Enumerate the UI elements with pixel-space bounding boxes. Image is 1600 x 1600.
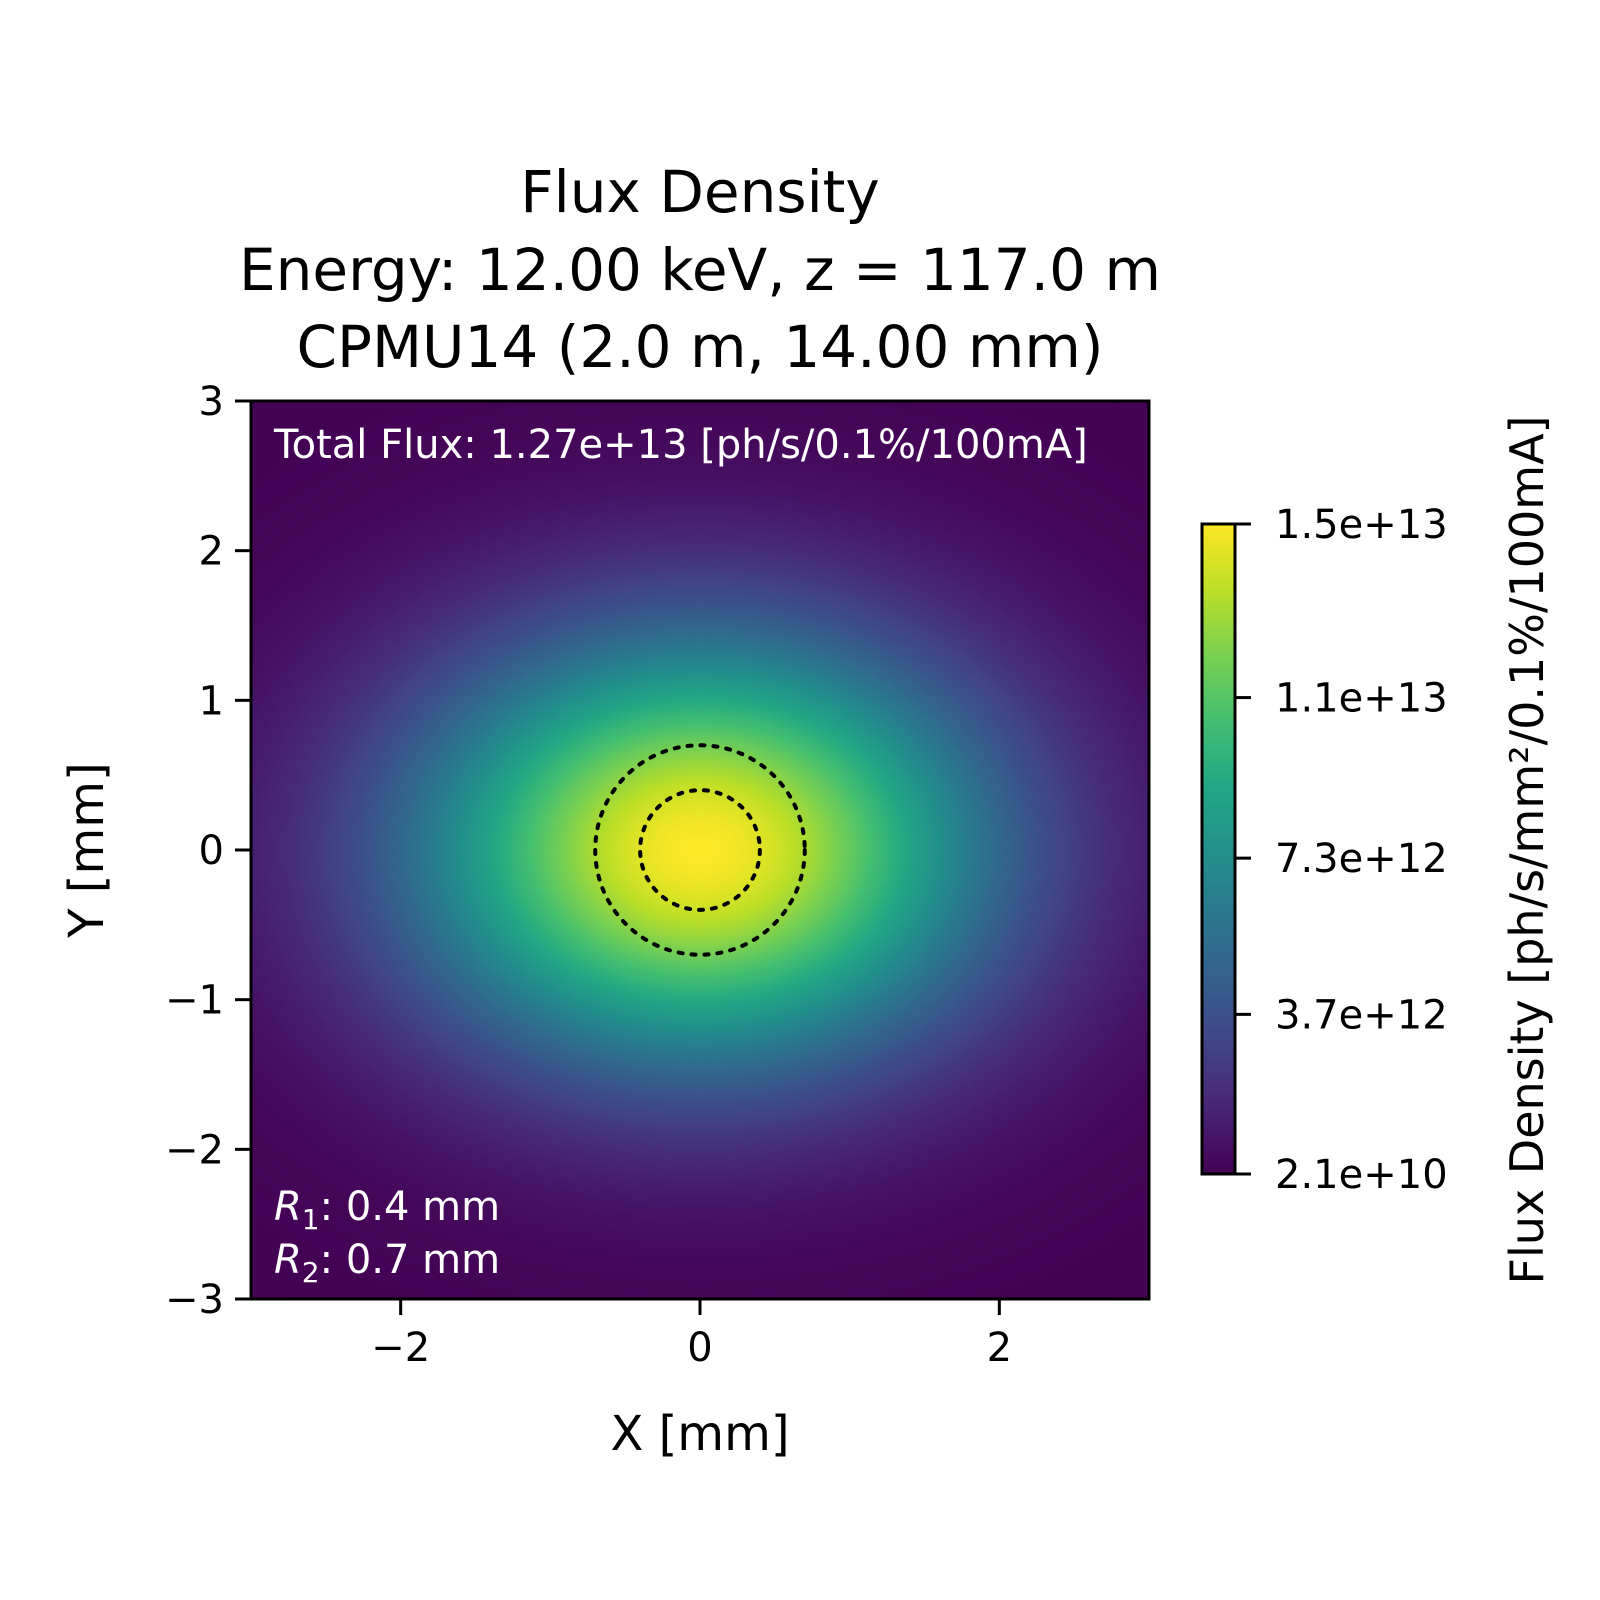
chart-title-line-1: Flux Density [520,158,880,226]
colorbar [1200,522,1237,1176]
colorbar-label: Flux Density [ph/s/mm²/0.1%/100mA] [1500,416,1554,1285]
y-tick-label: 2 [199,529,224,575]
y-tick-label: 3 [199,379,224,425]
total-flux-annotation: Total Flux: 1.27e+13 [ph/s/0.1%/100mA] [273,422,1088,468]
colorbar-tick-label: 3.7e+12 [1275,992,1448,1038]
colorbar-tick-label: 7.3e+12 [1275,836,1448,882]
r2-symbol: R [274,1237,302,1283]
y-tick-label: −2 [165,1127,224,1173]
y-tick-label: 1 [199,678,224,724]
radius-circle-1 [638,788,762,912]
x-axis-ticks: −2 0 2 [371,1299,1012,1371]
chart-title-line-2: Energy: 12.00 keV, z = 117.0 m [239,236,1161,304]
r2-subscript: 2 [302,1256,320,1289]
r2-value: : 0.7 mm [320,1237,500,1283]
colorbar-tick-label: 1.5e+13 [1275,502,1448,548]
y-axis-ticks: −3 −2 −1 0 1 2 3 [165,379,251,1323]
colorbar-tick-label: 1.1e+13 [1275,676,1448,722]
r1-annotation: R1: 0.4 mm [274,1184,500,1236]
y-tick-label: −3 [165,1277,224,1323]
radius-circle-2 [593,743,807,957]
x-tick-label: 0 [687,1325,712,1371]
r1-value: : 0.4 mm [320,1184,500,1230]
y-tick-label: −1 [165,978,224,1024]
colorbar-ticks: 1.5e+13 1.1e+13 7.3e+12 3.7e+12 2.1e+10 [1235,502,1448,1198]
radius-circles [593,743,807,957]
chart-title-line-3: CPMU14 (2.0 m, 14.00 mm) [297,313,1104,381]
x-tick-label: 2 [987,1325,1012,1371]
x-axis-label: X [mm] [610,1406,789,1462]
r2-annotation: R2: 0.7 mm [274,1237,500,1289]
r1-symbol: R [274,1184,302,1230]
flux-density-heatmap [251,401,1149,1299]
colorbar-tick-label: 2.1e+10 [1275,1152,1448,1198]
x-tick-label: −2 [371,1325,430,1371]
y-tick-label: 0 [199,828,224,874]
r1-subscript: 1 [302,1203,320,1236]
y-axis-label: Y [mm] [59,762,115,939]
